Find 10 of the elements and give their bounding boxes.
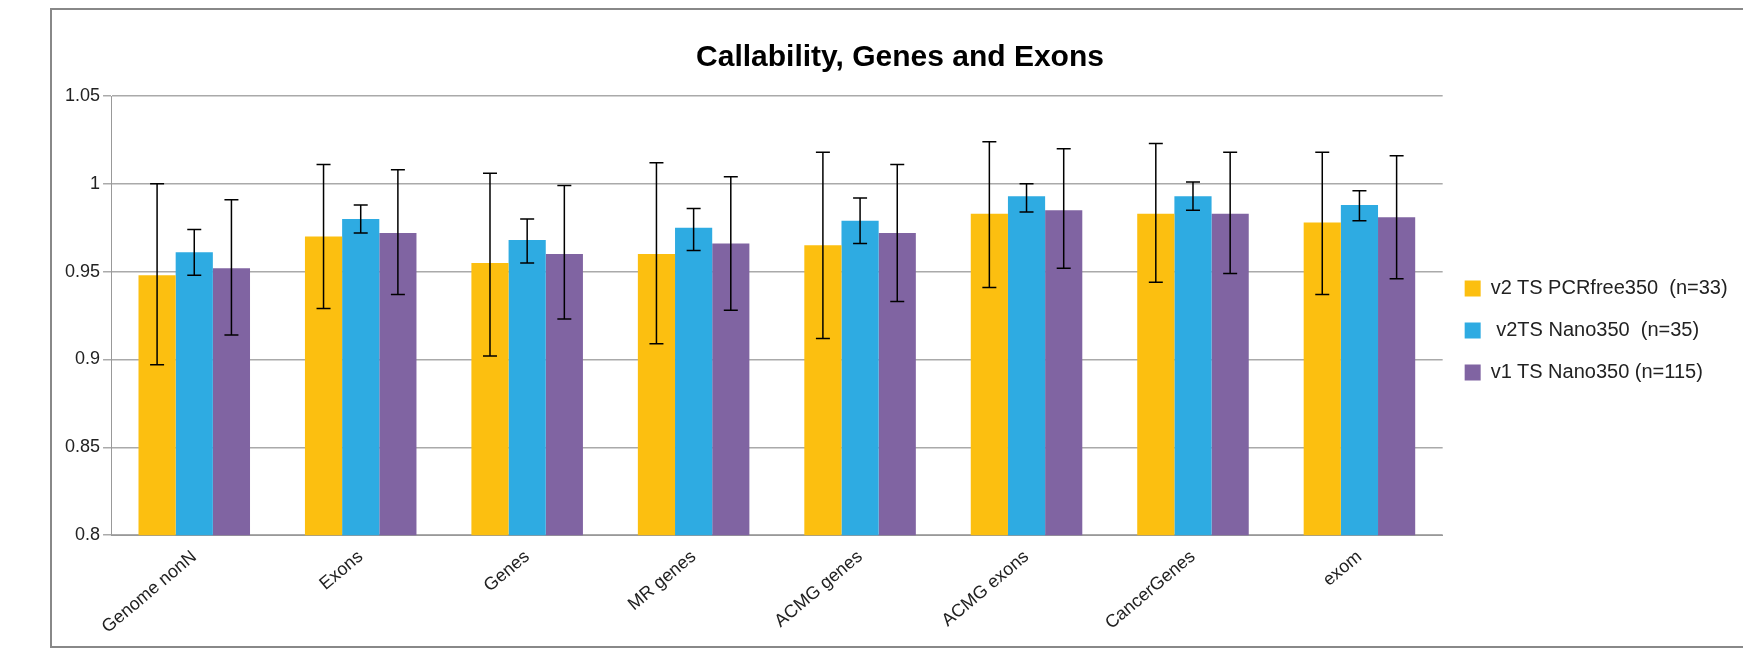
legend-label: v2TS Nano350 (n=35) <box>1490 318 1700 341</box>
y-tick-label: 0.9 <box>75 348 101 369</box>
y-tick-label: 1.05 <box>64 84 101 105</box>
legend-label: v1 TS Nano350 (n=115) <box>1490 360 1703 383</box>
legend-label: v2 TS PCRfree350 (n=33) <box>1490 276 1728 299</box>
y-tick-label: 1 <box>90 172 101 193</box>
y-tick-label: 0.95 <box>64 260 101 281</box>
chart-title: Callability, Genes and Exons <box>696 39 1104 73</box>
y-tick-label: 0.85 <box>64 436 101 457</box>
y-tick-label: 0.8 <box>75 524 101 545</box>
